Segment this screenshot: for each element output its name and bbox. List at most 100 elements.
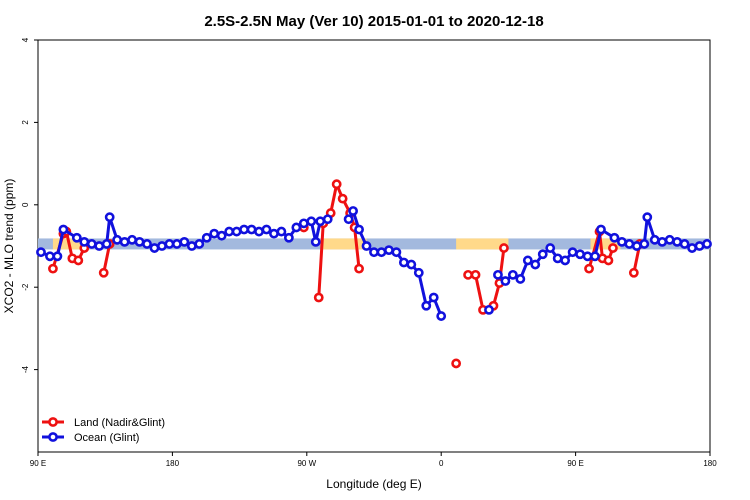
data-point [552,253,563,264]
data-point [348,206,358,216]
data-point [436,311,447,321]
data-point [313,292,324,303]
data-point [94,241,105,251]
data-point [36,247,46,258]
data-point [530,259,541,270]
x-tick-label: 90 W [297,459,316,468]
data-point [343,214,354,225]
y-axis-label: XCO2 - MLO trend (ppm) [2,179,16,314]
y-tick-label: 2 [21,120,30,125]
data-point [79,236,90,247]
data-point [391,247,402,258]
data-point [354,224,364,235]
series-ocean [36,206,712,321]
data-point [590,251,600,262]
chart-title: 2.5S-2.5N May (Ver 10) 2015-01-01 to 202… [204,13,543,30]
data-point [384,245,394,256]
data-point [493,269,503,280]
x-tick-label: 0 [439,459,444,468]
data-point [112,234,123,245]
data-point [596,224,606,235]
data-point [657,236,668,247]
data-point [73,255,84,266]
legend-marker-ocean [48,432,58,442]
data-point [413,267,424,278]
data-point [694,241,705,251]
data-point [537,249,548,260]
data-point [522,255,533,266]
data-point [71,232,82,243]
data-point [545,243,556,253]
data-point [664,234,675,245]
data-point [48,263,58,274]
data-point [171,239,182,249]
data-point [331,179,342,190]
data-point [209,228,220,239]
data-point [679,239,690,249]
data-point [104,212,115,223]
data-point [603,255,614,266]
data-point [369,247,379,258]
data-point [310,236,321,247]
data-point [649,234,660,245]
x-axis-label: Longitude (deg E) [326,477,421,491]
data-point [283,232,294,243]
data-point [584,263,594,274]
data-point [672,236,683,247]
data-point [406,259,417,270]
legend-label-land: Land (Nadir&Glint) [74,417,165,429]
data-point [101,239,112,249]
data-point [624,239,635,249]
legend: Land (Nadir&Glint) Ocean (Glint) [42,417,165,444]
data-point [315,216,326,227]
data-point [149,243,160,253]
x-tick-label: 90 E [30,459,46,468]
data-point [608,243,618,253]
data-point [186,241,197,251]
data-point [322,214,333,225]
data-point [451,358,462,369]
data-point [58,224,69,235]
data-point [515,274,526,284]
data-point [470,269,481,280]
band-base [38,238,710,250]
band-highlight [590,238,621,250]
data-point [127,234,137,245]
x-tick-label: 180 [703,459,717,468]
data-point [98,267,109,278]
legend-marker-land [48,417,58,427]
data-point [560,255,571,266]
data-point [428,292,439,303]
data-point [337,193,348,204]
data-point [142,239,152,249]
data-point [52,251,63,262]
legend-label-ocean: Ocean (Glint) [74,432,139,444]
data-point [306,216,317,227]
y-tick-label: 4 [21,37,30,42]
data-point [261,224,272,235]
data-point [246,224,257,235]
data-point [687,243,697,253]
data-point [575,249,585,260]
data-point [254,226,264,237]
data-point [631,241,642,251]
data-point [628,267,639,278]
data-point [642,212,653,223]
data-point [463,269,473,280]
data-point [194,239,205,249]
data-point [45,251,55,262]
data-point [164,239,175,249]
data-point [269,228,279,239]
band-highlight [456,238,509,250]
data-point [500,276,511,286]
data-point [354,263,364,274]
data-point [119,236,130,247]
series-layer [36,179,712,369]
data-point [361,241,372,251]
data-point [398,257,409,268]
data-point [499,243,509,253]
series-land [48,179,645,369]
data-point [484,304,494,315]
x-tick-label: 90 E [567,459,583,468]
